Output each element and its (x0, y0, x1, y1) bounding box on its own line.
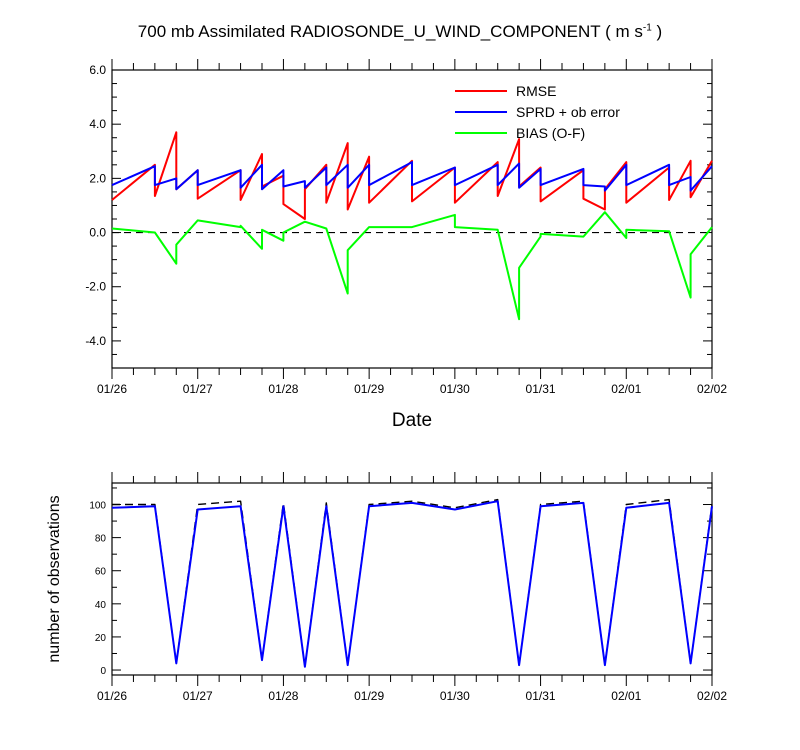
x-tick-label: 01/27 (183, 382, 213, 396)
x-tick-label: 01/28 (268, 689, 298, 703)
y-tick-label: 0 (100, 666, 106, 677)
observation-count-plot: 01/26 01/27 01/28 01/29 01/30 01/31 02/01 02/02… (46, 472, 727, 703)
x-tick-label: 01/30 (440, 382, 470, 396)
y-tick-label: -4.0 (85, 334, 106, 348)
x-tick-label: 01/30 (440, 689, 470, 703)
x-tick-label: 01/29 (354, 689, 384, 703)
y-tick-label: 6.0 (89, 63, 106, 77)
x-tick-label: 02/01 (611, 382, 641, 396)
y-tick-label: 80 (95, 534, 107, 545)
plot-frame (111, 482, 713, 676)
x-tick-label: 02/02 (697, 382, 727, 396)
y-tick-label: 60 (95, 567, 107, 578)
x-tick-label: 02/02 (697, 689, 727, 703)
x-tick-label: 01/31 (526, 382, 556, 396)
legend: RMSE SPRD + ob error BIAS (O-F) (455, 83, 620, 141)
x-tick-label: 01/27 (183, 689, 213, 703)
y-tick-label: 0.0 (89, 226, 106, 240)
y-tick-label: -2.0 (85, 280, 106, 294)
x-axis-label: Date (392, 410, 432, 431)
x-tick-label: 01/26 (97, 689, 127, 703)
chart-title-units: ( m s-1 ) (605, 22, 663, 41)
legend-label: BIAS (O-F) (516, 125, 585, 141)
series-line-0 (112, 498, 713, 668)
legend-label: SPRD + ob error (516, 104, 620, 120)
x-tick-label: 02/01 (611, 689, 641, 703)
y-tick-label: 40 (95, 600, 107, 611)
series-line-1 (111, 500, 713, 668)
chart-title: 700 mb Assimilated RADIOSONDE_U_WIND_COM… (0, 22, 800, 42)
y-tick-label: 100 (89, 501, 106, 512)
plot-frame (111, 69, 713, 369)
y-tick-label: 20 (95, 633, 107, 644)
y-axis-label: number of observations (46, 495, 63, 662)
x-tick-label: 01/31 (526, 689, 556, 703)
chart-title-main: 700 mb Assimilated RADIOSONDE_U_WIND_COM… (137, 22, 601, 41)
legend-label: RMSE (516, 83, 556, 99)
series-line-rmse (111, 131, 713, 220)
rmse-spread-bias-plot: 01/26 01/27 01/28 01/29 01/30 01/31 02/01 02/02… (85, 59, 727, 431)
y-tick-label: 4.0 (89, 117, 106, 131)
x-tick-label: 01/26 (97, 382, 127, 396)
series-line-bias-o-f (111, 211, 713, 321)
x-tick-label: 01/28 (268, 382, 298, 396)
series-line-sprd-ob-error (111, 161, 713, 192)
y-tick-label: 2.0 (89, 171, 106, 185)
x-tick-label: 01/29 (354, 382, 384, 396)
